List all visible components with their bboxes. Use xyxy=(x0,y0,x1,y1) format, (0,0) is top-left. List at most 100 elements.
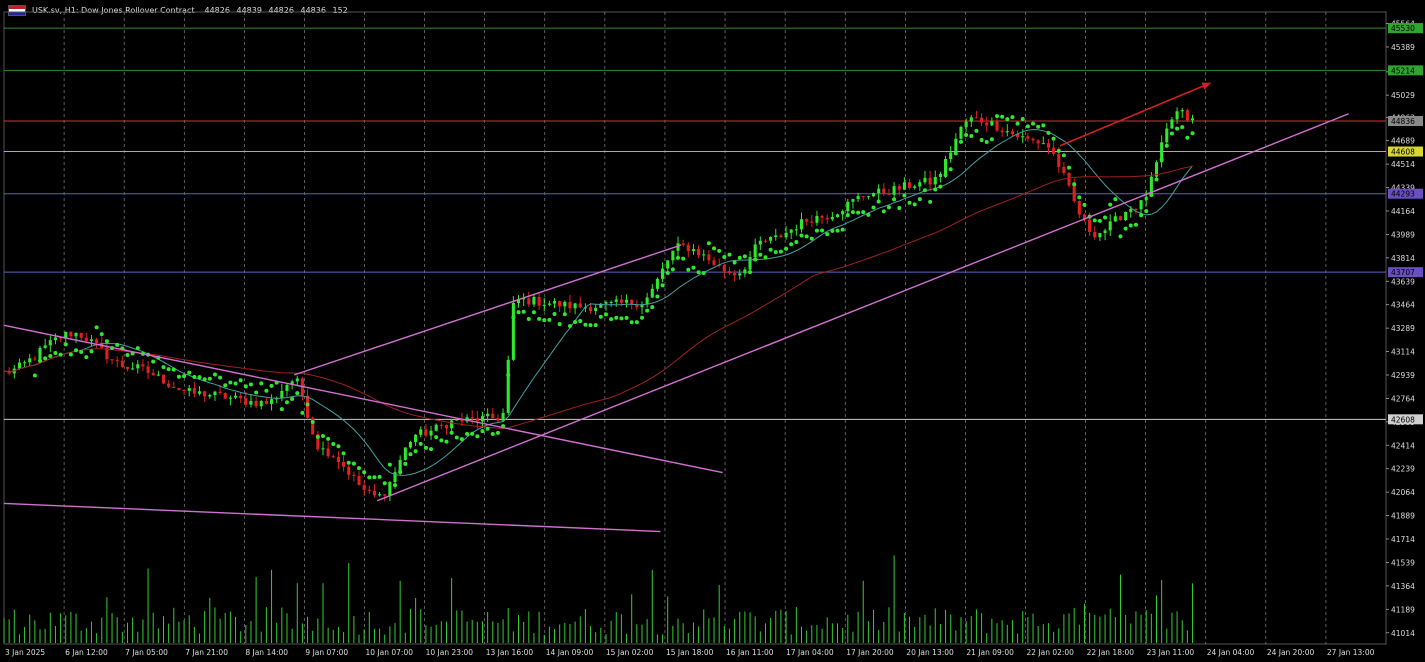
sar-dot xyxy=(676,255,681,260)
sar-dot xyxy=(1036,124,1041,129)
candle-body xyxy=(1036,140,1040,144)
candle-body xyxy=(779,235,783,238)
candle-body xyxy=(640,304,644,308)
sar-dot xyxy=(1144,209,1149,214)
sar-dot xyxy=(593,323,598,328)
candle-body xyxy=(799,219,804,230)
candle-body xyxy=(450,420,454,429)
moving-average-slow xyxy=(3,165,1193,430)
candle-body xyxy=(522,298,526,300)
y-tick-label: 41539 xyxy=(1391,558,1415,567)
sar-dot xyxy=(1154,177,1159,182)
candle-body xyxy=(275,398,279,400)
candle-body xyxy=(480,416,485,422)
sar-dot xyxy=(1103,215,1108,220)
x-tick-label: 9 Jan 07:00 xyxy=(305,648,348,657)
sar-dot xyxy=(691,265,696,270)
sar-dot xyxy=(166,367,171,372)
candle-body xyxy=(552,301,557,304)
sar-dot xyxy=(681,256,686,261)
candle-body xyxy=(64,331,68,339)
candle-body xyxy=(208,394,212,397)
sar-dot xyxy=(1133,222,1138,227)
sar-dot xyxy=(732,260,737,265)
candle-body xyxy=(475,418,479,422)
sar-dot xyxy=(357,466,362,471)
candle-body xyxy=(465,417,469,422)
sar-dot xyxy=(398,470,403,475)
candle-body xyxy=(1098,233,1102,238)
sar-dot xyxy=(104,339,109,344)
parabolic-sar xyxy=(32,114,1195,488)
candle-body xyxy=(311,417,315,435)
sar-dot xyxy=(521,309,526,314)
sar-dot xyxy=(387,462,392,467)
sar-dot xyxy=(748,270,753,275)
candle-body xyxy=(408,442,413,448)
candle-body xyxy=(990,121,994,126)
sar-dot xyxy=(300,410,305,415)
candle-body xyxy=(167,383,171,387)
sar-dot xyxy=(259,381,264,386)
candle-body xyxy=(1016,134,1020,138)
sar-dot xyxy=(912,202,917,207)
sar-dot xyxy=(290,396,295,401)
sar-dot xyxy=(43,356,48,361)
y-tick-label: 43464 xyxy=(1391,301,1415,310)
sar-dot xyxy=(1164,143,1169,148)
sar-dot xyxy=(856,210,861,215)
candle-body xyxy=(1149,176,1153,197)
candle-body xyxy=(537,297,541,306)
sar-dot xyxy=(989,137,994,142)
candle-body xyxy=(501,412,505,421)
candle-body xyxy=(1062,166,1066,173)
sar-dot xyxy=(367,475,372,480)
sar-dot xyxy=(907,200,912,205)
trend-line xyxy=(3,324,723,474)
chart-header: USK.sv, H1: Dow Jones Rollover Contract … xyxy=(8,4,348,16)
sar-dot xyxy=(1175,126,1180,131)
candle-body xyxy=(110,359,114,361)
candle-body xyxy=(1057,153,1061,167)
candle-body xyxy=(136,364,140,369)
sar-dot xyxy=(701,270,706,275)
ohlc-readout: 44826 44839 44826 44836 152 xyxy=(201,6,348,15)
candle-body xyxy=(707,254,711,261)
trend-line xyxy=(293,244,682,376)
sar-dot xyxy=(902,193,907,198)
candle-body xyxy=(758,240,762,245)
sar-dot xyxy=(480,429,485,434)
sar-dot xyxy=(634,320,639,325)
candle-body xyxy=(722,265,726,272)
y-tick-label: 42064 xyxy=(1391,488,1415,497)
sar-dot xyxy=(753,257,758,262)
candle-body xyxy=(666,260,670,269)
sar-dot xyxy=(727,252,732,257)
candle-body xyxy=(398,459,402,473)
sar-dot xyxy=(89,349,94,354)
sar-dot xyxy=(840,227,845,232)
sar-dot xyxy=(603,312,608,317)
x-tick-label: 15 Jan 18:00 xyxy=(666,648,714,657)
sar-dot xyxy=(223,383,228,388)
sar-dot xyxy=(176,374,181,379)
candle-body xyxy=(1190,118,1195,121)
candle-body xyxy=(547,303,551,305)
x-tick-label: 17 Jan 04:00 xyxy=(786,648,834,657)
candle-body xyxy=(1067,172,1071,186)
sar-dot xyxy=(917,197,922,202)
candle-body xyxy=(1077,201,1081,215)
candle-body xyxy=(131,368,135,370)
level-price-label: 45214 xyxy=(1391,66,1415,75)
candle-body xyxy=(264,401,268,404)
sar-dot xyxy=(1061,153,1066,158)
candle-body xyxy=(28,358,32,363)
y-tick-label: 44514 xyxy=(1391,160,1415,169)
moving-average-fast xyxy=(3,128,1193,476)
candle-body xyxy=(1031,138,1035,141)
sar-dot xyxy=(99,332,104,337)
candle-body xyxy=(316,434,320,450)
candle-body xyxy=(352,474,356,476)
candle-body xyxy=(614,299,618,302)
